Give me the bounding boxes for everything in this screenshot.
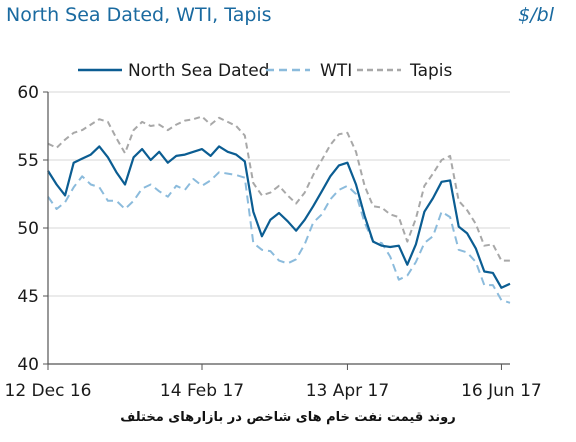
x-tick-label: 16 Jun 17 — [461, 381, 542, 401]
series-lines — [47, 115, 511, 304]
legend-label: WTI — [320, 61, 352, 81]
y-tick-label: 55 — [17, 151, 39, 171]
x-tick-label: 12 Dec 16 — [5, 381, 92, 401]
series-line-tapis — [47, 115, 510, 262]
legend-label: North Sea Dated — [128, 61, 269, 81]
series-line-north-sea-dated — [47, 145, 511, 289]
y-tick-label: 50 — [17, 219, 39, 239]
legend: North Sea Dated WTI Tapis — [78, 61, 453, 81]
unit-label: $/bl — [518, 4, 554, 26]
x-tick-label: 13 Apr 17 — [306, 381, 389, 401]
y-tick-label: 45 — [17, 287, 39, 307]
y-tick-label: 40 — [17, 355, 39, 375]
axes: 40 45 50 55 60 12 Dec 16 14 Feb 17 13 Apr 17 16 … — [5, 83, 542, 401]
grid — [48, 91, 510, 297]
legend-label: Tapis — [409, 61, 453, 81]
series-line-wti — [47, 171, 511, 304]
x-tick-label: 14 Feb 17 — [160, 381, 244, 401]
chart-title: North Sea Dated, WTI, Tapis — [6, 4, 272, 26]
caption: روند قیمت نفت خام های شاخص در بازارهای م… — [120, 410, 456, 425]
y-tick-label: 60 — [17, 83, 39, 103]
